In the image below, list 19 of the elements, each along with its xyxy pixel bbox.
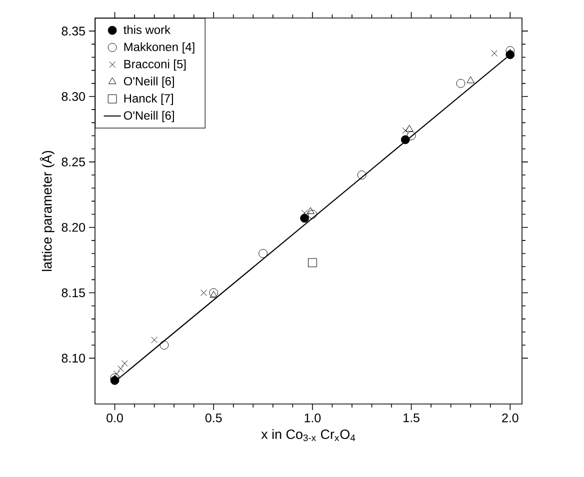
- y-axis-title: lattice parameter (Å): [40, 150, 54, 272]
- x-tick-label: 0.5: [205, 414, 222, 422]
- y-tick-label: 8.15: [62, 288, 85, 298]
- x-tick-label: 1.0: [304, 414, 321, 422]
- legend-label: Makkonen [4]: [124, 42, 194, 54]
- x-tick-label: 1.5: [404, 414, 420, 422]
- y-tick-label: 8.10: [62, 354, 86, 363]
- legend-label: Bracconi [5]: [124, 60, 186, 71]
- legend-label: this work: [124, 25, 171, 34]
- x-tick-label: 0.0: [106, 414, 123, 422]
- x-axis-title: x in Co$_{3-x}$ Cr$_{x}$O$_{4}$: [261, 429, 356, 442]
- y-tick-label: 8.35: [62, 26, 85, 36]
- legend-label: Hanck [7]: [124, 94, 173, 105]
- y-tick-label: 8.30: [62, 92, 86, 101]
- legend-label: O'Neill [6]: [124, 76, 174, 88]
- legend-label: O'Neill [6]: [124, 110, 174, 122]
- y-tick-label: 8.20: [62, 222, 86, 232]
- y-tick-label: 8.25: [62, 158, 85, 166]
- x-tick-label: 2.0: [502, 414, 518, 422]
